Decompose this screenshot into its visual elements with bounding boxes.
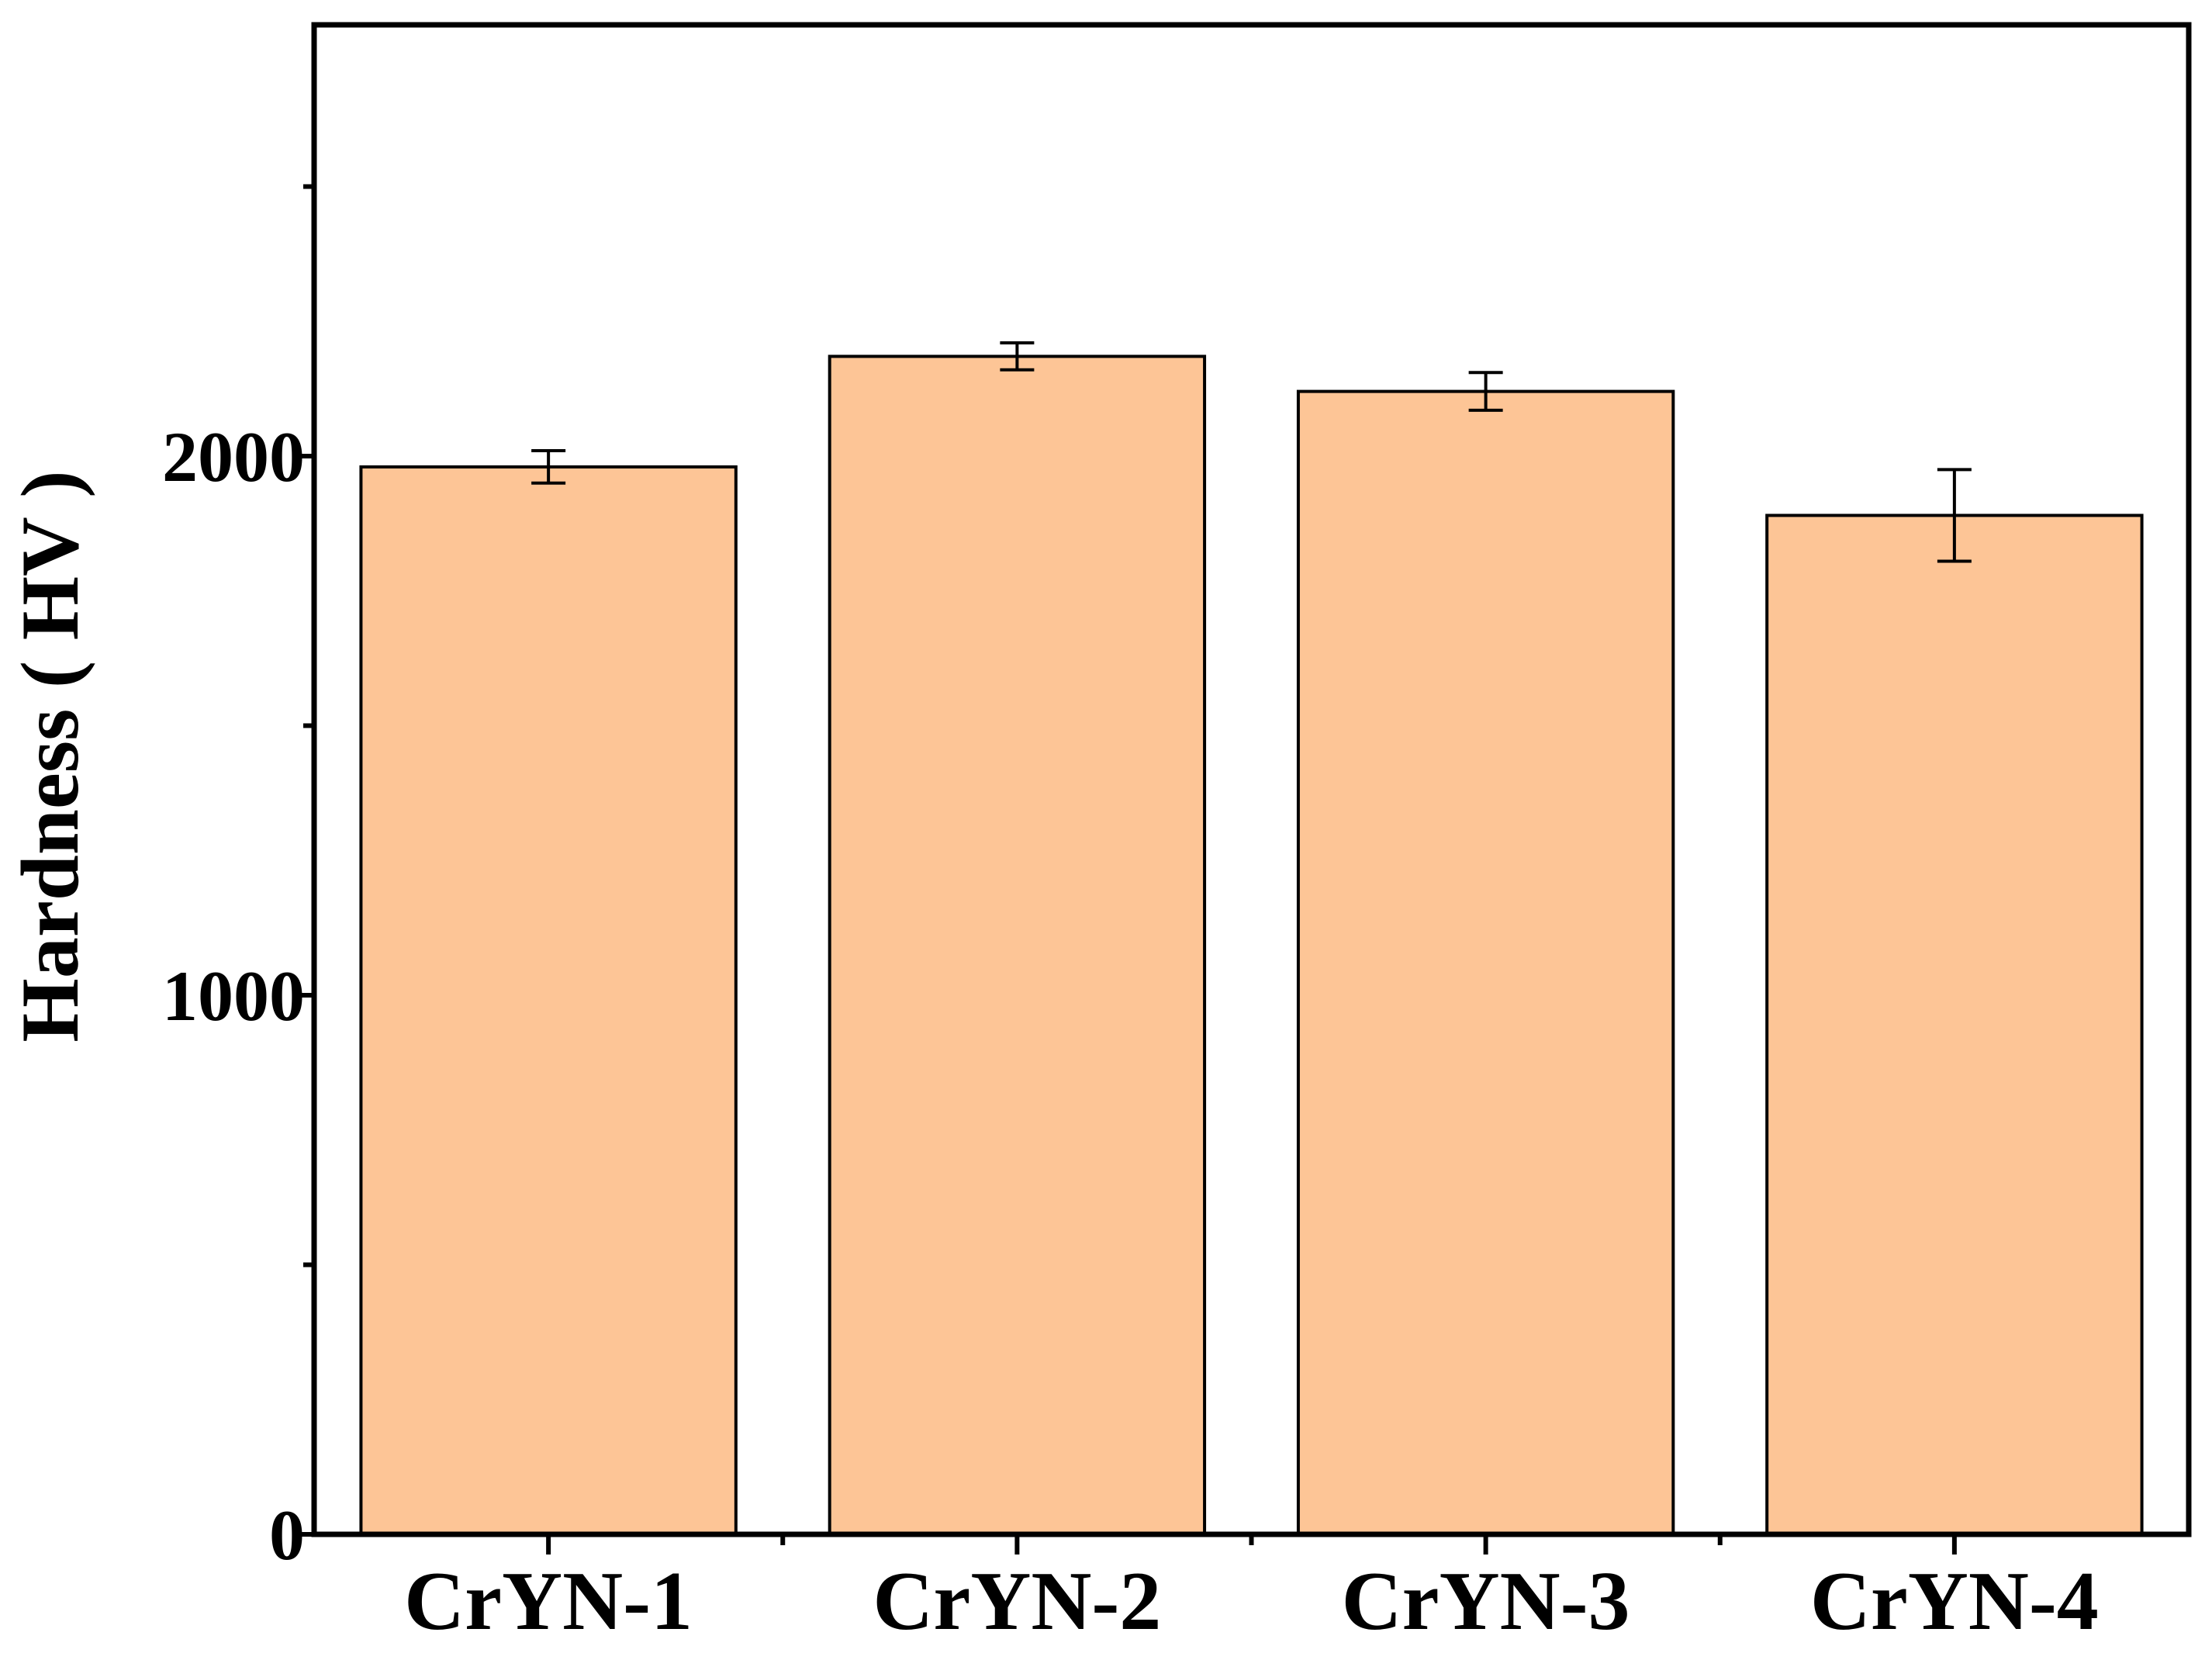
bar-cryn-1 xyxy=(359,465,738,1536)
bar-cryn-3 xyxy=(1296,389,1675,1537)
y-tick-label-2000: 2000 xyxy=(162,417,305,496)
ticks-layer xyxy=(294,184,1957,1555)
labels-layer: CrYN-1 CrYN-2 CrYN-3 CrYN-4 0 1000 2000 xyxy=(162,417,2099,1648)
error-bars-layer xyxy=(531,341,1972,563)
x-tick-label-cryn-3: CrYN-3 xyxy=(1342,1555,1630,1648)
bar-cryn-4 xyxy=(1765,514,2144,1537)
y-tick-label-0: 0 xyxy=(269,1496,305,1575)
bars-layer xyxy=(359,354,2144,1537)
x-tick-label-cryn-4: CrYN-4 xyxy=(1810,1555,2099,1648)
error-bar-cryn-3 xyxy=(1468,371,1503,412)
y-tick-label-1000: 1000 xyxy=(162,956,305,1036)
error-bar-cryn-4 xyxy=(1937,468,1972,563)
bar-cryn-2 xyxy=(828,354,1207,1536)
x-tick-label-cryn-2: CrYN-2 xyxy=(873,1555,1161,1648)
y-axis-title: Hardness ( HV ) xyxy=(5,470,95,1042)
x-tick-label-cryn-1: CrYN-1 xyxy=(404,1555,693,1648)
error-bar-cryn-1 xyxy=(531,449,566,485)
error-bar-cryn-2 xyxy=(1000,341,1035,372)
